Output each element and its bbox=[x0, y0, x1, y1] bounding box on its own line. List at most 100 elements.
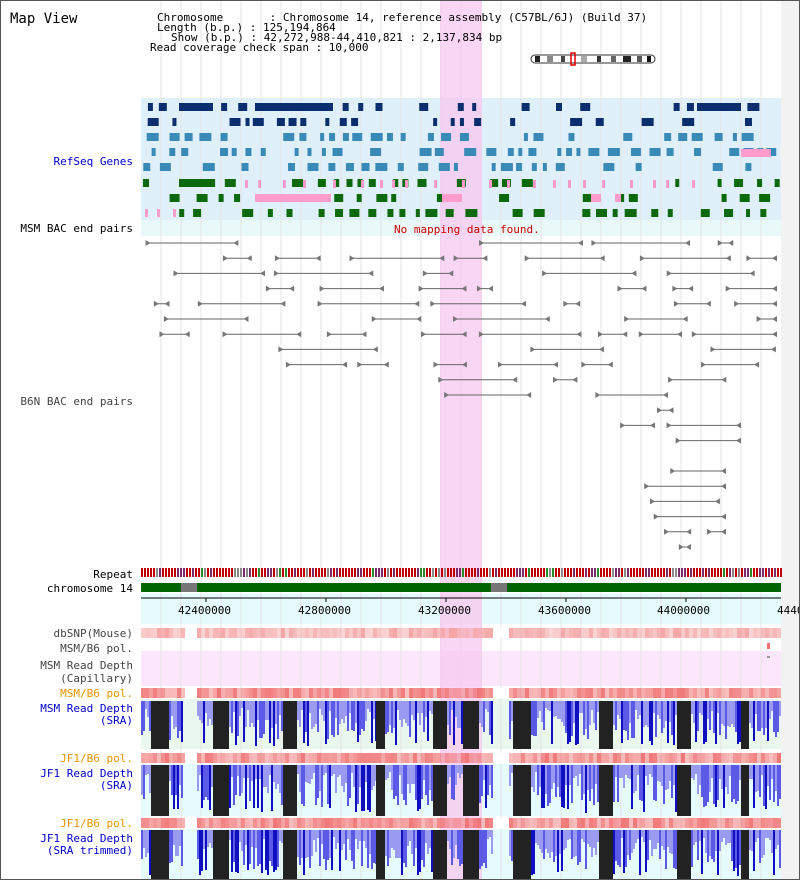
repeat-feature bbox=[387, 568, 389, 577]
depth-bar bbox=[767, 701, 769, 741]
heat-cell bbox=[213, 753, 217, 763]
bac-end-marker bbox=[721, 376, 727, 383]
heat-cell bbox=[217, 753, 221, 763]
depth-bar bbox=[715, 701, 717, 744]
depth-bar bbox=[549, 765, 551, 803]
heat-cell bbox=[725, 628, 729, 638]
ideogram-band bbox=[581, 56, 587, 62]
depth-bar bbox=[203, 765, 205, 800]
heat-cell bbox=[517, 628, 521, 638]
repeat-feature bbox=[432, 568, 434, 577]
jf1-read-depth-sra-label[interactable]: JF1 Read Depth bbox=[40, 767, 133, 780]
depth-bar bbox=[575, 701, 577, 745]
repeat-feature bbox=[357, 568, 359, 577]
bac-end-marker bbox=[317, 300, 323, 307]
jf1-read-depth-sra-sublabel[interactable]: (SRA) bbox=[99, 779, 133, 792]
depth-bar bbox=[653, 765, 655, 800]
heat-cell bbox=[321, 818, 325, 828]
msm-read-depth-sra-label[interactable]: MSM Read Depth bbox=[40, 702, 133, 715]
depth-bar bbox=[301, 701, 303, 710]
heat-cell bbox=[405, 628, 409, 638]
heat-cell bbox=[745, 688, 749, 698]
repeat-feature bbox=[159, 568, 161, 577]
msm-read-depth-sra-sublabel[interactable]: (SRA) bbox=[99, 714, 133, 727]
heat-cell bbox=[393, 628, 397, 638]
heat-cell bbox=[313, 753, 317, 763]
repeat-feature bbox=[324, 568, 326, 577]
map-graphics bbox=[141, 1, 799, 879]
depth-bar bbox=[317, 765, 319, 798]
repeat-feature bbox=[630, 568, 632, 577]
heat-cell bbox=[225, 688, 229, 698]
gene-feature bbox=[568, 180, 571, 188]
heat-cell bbox=[353, 818, 357, 828]
heat-cell bbox=[545, 753, 549, 763]
depth-bar bbox=[555, 830, 557, 856]
heat-cell bbox=[149, 818, 153, 828]
jf1-read-depth-trimmed-sublabel[interactable]: (SRA trimmed) bbox=[46, 844, 133, 857]
gene-feature bbox=[179, 209, 185, 217]
msm-read-depth-capillary-label: MSM Read Depth bbox=[40, 659, 133, 672]
gene-feature bbox=[459, 133, 469, 141]
depth-bar bbox=[315, 701, 317, 724]
bac-end-marker bbox=[438, 376, 444, 383]
repeat-feature bbox=[576, 568, 578, 577]
depth-bar bbox=[635, 830, 637, 843]
bac-end-marker bbox=[233, 240, 239, 246]
heat-cell bbox=[641, 688, 645, 698]
depth-bar bbox=[271, 830, 273, 866]
heat-cell bbox=[777, 753, 781, 763]
depth-bar bbox=[261, 701, 263, 738]
gene-feature bbox=[507, 148, 514, 156]
bac-end-marker bbox=[526, 392, 532, 398]
gene-feature bbox=[320, 133, 325, 141]
depth-bar bbox=[169, 830, 171, 863]
depth-bar bbox=[671, 765, 673, 798]
heat-cell bbox=[453, 688, 457, 698]
depth-bar bbox=[455, 830, 457, 845]
bac-end-marker bbox=[357, 361, 363, 368]
bac-end-marker bbox=[439, 255, 445, 262]
repeat-feature bbox=[669, 568, 671, 577]
depth-bar bbox=[537, 830, 539, 845]
heat-cell bbox=[585, 628, 589, 638]
depth-bar bbox=[149, 830, 151, 875]
refseq-genes-label[interactable]: RefSeq Genes bbox=[53, 155, 133, 168]
gene-feature bbox=[158, 103, 167, 111]
bac-end-marker bbox=[638, 331, 644, 338]
gene-feature bbox=[675, 179, 680, 187]
gene-feature bbox=[542, 163, 547, 171]
gene-feature bbox=[184, 133, 193, 141]
depth-bar bbox=[627, 830, 629, 855]
depth-bar bbox=[633, 701, 635, 738]
heat-cell bbox=[361, 628, 365, 638]
heat-cell bbox=[605, 688, 609, 698]
depth-bar bbox=[245, 701, 247, 727]
heat-cell bbox=[709, 628, 713, 638]
heat-cell bbox=[457, 688, 461, 698]
gene-feature bbox=[356, 194, 362, 202]
depth-bar bbox=[297, 765, 299, 774]
depth-bar bbox=[339, 701, 341, 724]
jf1-read-depth-trimmed-label[interactable]: JF1 Read Depth bbox=[40, 832, 133, 845]
bac-end-marker bbox=[145, 240, 151, 246]
depth-bar bbox=[573, 701, 575, 723]
heat-cell bbox=[397, 688, 401, 698]
heat-cell bbox=[349, 818, 353, 828]
gene-feature bbox=[533, 209, 545, 217]
heat-cell bbox=[229, 818, 233, 828]
heat-cell bbox=[757, 628, 761, 638]
repeat-feature bbox=[501, 568, 503, 577]
depth-bar bbox=[597, 701, 599, 712]
depth-bar bbox=[413, 701, 415, 720]
heat-cell bbox=[773, 628, 777, 638]
bac-end-marker bbox=[668, 407, 674, 414]
gene-feature bbox=[486, 148, 497, 156]
heat-cell bbox=[465, 628, 469, 638]
depth-bar bbox=[357, 765, 359, 804]
heat-cell bbox=[601, 628, 605, 638]
depth-bar bbox=[757, 830, 759, 838]
depth-bar bbox=[423, 765, 425, 780]
depth-bar bbox=[669, 765, 671, 781]
